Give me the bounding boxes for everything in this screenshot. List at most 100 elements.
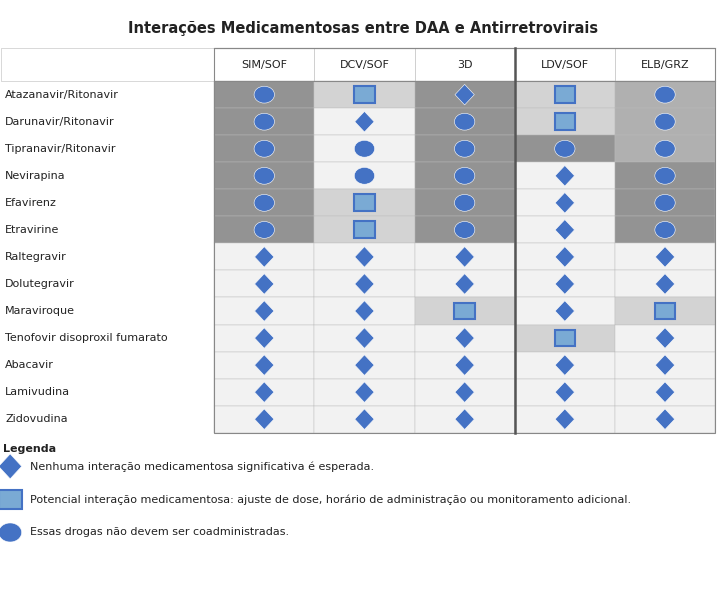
Bar (314, 297, 415, 325)
Text: Maraviroque: Maraviroque (5, 306, 75, 316)
Bar (214, 270, 314, 297)
Polygon shape (355, 273, 374, 294)
Polygon shape (355, 111, 374, 132)
Polygon shape (255, 246, 274, 267)
Polygon shape (656, 409, 674, 430)
Bar (615, 108, 715, 135)
Bar (415, 81, 515, 108)
Bar (415, 108, 515, 135)
Polygon shape (455, 328, 474, 349)
Polygon shape (255, 328, 274, 349)
Polygon shape (355, 355, 374, 376)
Circle shape (555, 140, 575, 157)
Polygon shape (555, 219, 574, 240)
Bar (415, 48, 515, 81)
Bar (214, 379, 314, 406)
Text: Nenhuma interação medicamentosa significativa é esperada.: Nenhuma interação medicamentosa signific… (30, 461, 375, 472)
Bar (214, 325, 314, 352)
Text: Lamivudina: Lamivudina (5, 387, 70, 397)
Polygon shape (555, 382, 574, 403)
Text: LDV/SOF: LDV/SOF (541, 59, 589, 70)
Polygon shape (455, 355, 474, 376)
Bar (214, 162, 314, 189)
Bar (1, 48, 214, 81)
Polygon shape (555, 409, 574, 430)
Text: Dolutegravir: Dolutegravir (5, 279, 75, 289)
Polygon shape (455, 84, 474, 105)
Bar (354, 221, 375, 239)
Bar (454, 302, 475, 320)
Bar (214, 189, 314, 216)
Bar (415, 406, 515, 433)
Bar (615, 81, 715, 108)
Bar (515, 135, 615, 162)
Bar (655, 302, 675, 320)
Polygon shape (255, 273, 274, 294)
Bar (314, 81, 415, 108)
Bar (415, 162, 515, 189)
Bar (515, 81, 615, 108)
Bar (415, 379, 515, 406)
Bar (615, 243, 715, 270)
Circle shape (655, 86, 675, 103)
Text: Efavirenz: Efavirenz (5, 198, 57, 208)
Bar (314, 406, 415, 433)
Circle shape (454, 140, 475, 157)
Polygon shape (255, 409, 274, 430)
Polygon shape (555, 300, 574, 322)
Polygon shape (455, 409, 474, 430)
Polygon shape (355, 409, 374, 430)
Bar (214, 352, 314, 379)
Text: Darunavir/Ritonavir: Darunavir/Ritonavir (5, 117, 115, 127)
Bar (555, 113, 575, 130)
Bar (515, 379, 615, 406)
Text: Abacavir: Abacavir (5, 360, 54, 370)
Bar (555, 86, 575, 103)
Bar (615, 162, 715, 189)
Bar (515, 297, 615, 325)
Circle shape (254, 86, 274, 103)
Polygon shape (0, 454, 22, 479)
Text: Tipranavir/Ritonavir: Tipranavir/Ritonavir (5, 144, 115, 154)
Bar (214, 243, 314, 270)
Bar (515, 406, 615, 433)
Circle shape (254, 194, 274, 212)
Text: 3D: 3D (457, 59, 473, 70)
Text: SIM/SOF: SIM/SOF (241, 59, 287, 70)
Bar (415, 297, 515, 325)
Bar (415, 270, 515, 297)
Text: Essas drogas não devem ser coadministradas.: Essas drogas não devem ser coadministrad… (30, 528, 290, 537)
Bar (214, 48, 314, 81)
Bar (214, 48, 715, 433)
Bar (214, 216, 314, 243)
Bar (615, 379, 715, 406)
Polygon shape (455, 382, 474, 403)
Bar (314, 135, 415, 162)
Bar (615, 189, 715, 216)
Circle shape (655, 140, 675, 157)
Circle shape (454, 194, 475, 212)
Bar (314, 162, 415, 189)
Circle shape (254, 167, 274, 185)
Bar (515, 270, 615, 297)
Bar (314, 352, 415, 379)
Bar (615, 48, 715, 81)
Bar (214, 81, 314, 108)
Bar (615, 216, 715, 243)
Circle shape (254, 140, 274, 157)
Text: Raltegravir: Raltegravir (5, 252, 67, 262)
Text: Atazanavir/Ritonavir: Atazanavir/Ritonavir (5, 90, 119, 100)
Text: Legenda: Legenda (3, 444, 56, 454)
Circle shape (655, 113, 675, 130)
Polygon shape (455, 246, 474, 267)
Bar (314, 189, 415, 216)
Bar (415, 325, 515, 352)
Bar (615, 297, 715, 325)
Polygon shape (656, 273, 674, 294)
Bar (314, 108, 415, 135)
Circle shape (454, 221, 475, 239)
Bar (515, 162, 615, 189)
Circle shape (254, 221, 274, 239)
Bar (214, 108, 314, 135)
Bar (214, 135, 314, 162)
